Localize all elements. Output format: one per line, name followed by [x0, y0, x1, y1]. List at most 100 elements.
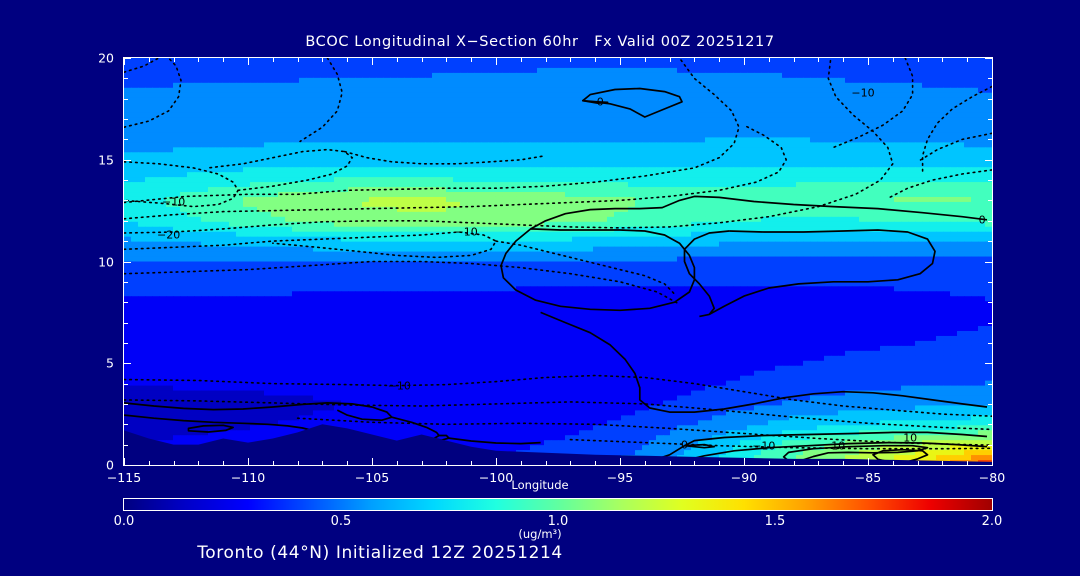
- x-tick-top: [496, 58, 497, 65]
- x-tick-top: [967, 58, 969, 62]
- y-tick-right: [988, 98, 992, 100]
- x-tick-label: −100: [478, 470, 514, 485]
- x-tick-top: [198, 58, 200, 62]
- x-tick: [421, 461, 423, 465]
- x-tick-top: [892, 58, 894, 62]
- x-tick-top: [297, 58, 299, 62]
- y-tick: [124, 383, 128, 385]
- x-tick: [372, 458, 373, 465]
- x-tick: [520, 461, 522, 465]
- colorbar-tick-label: 1.0: [547, 514, 569, 529]
- y-tick-right: [988, 200, 992, 202]
- contour-label: 0: [596, 95, 604, 109]
- x-tick-top: [644, 58, 646, 62]
- y-tick: [124, 322, 128, 324]
- x-tick-top: [396, 58, 398, 62]
- x-tick-top: [520, 58, 522, 62]
- x-tick: [843, 461, 845, 465]
- contour-label: −20: [156, 228, 181, 242]
- y-tick-right: [988, 281, 992, 283]
- y-tick-right: [988, 78, 992, 80]
- colorbar-units: (ug/m³): [518, 527, 562, 541]
- x-tick-top: [124, 58, 125, 65]
- y-tick-right: [988, 403, 992, 405]
- contour-label: −10: [454, 225, 478, 239]
- x-tick: [248, 458, 249, 465]
- y-tick: [124, 403, 128, 405]
- y-tick-label: 0: [106, 457, 114, 473]
- y-tick-right: [988, 322, 992, 324]
- x-tick: [620, 458, 621, 465]
- y-tick-right: [985, 363, 992, 365]
- x-tick-label: −110: [230, 470, 266, 485]
- x-tick-top: [744, 58, 745, 65]
- x-tick-top: [372, 58, 373, 65]
- colorbar-tick-label: 0.5: [330, 514, 352, 529]
- x-tick-top: [793, 58, 795, 62]
- x-tick: [396, 461, 398, 465]
- y-tick: [124, 363, 131, 365]
- y-tick: [124, 424, 128, 426]
- x-tick: [496, 458, 497, 465]
- cross-section-plot[interactable]: −10 −20 −10 −10 −10 −10 0 0 0 10 10: [124, 58, 992, 465]
- x-tick-label: −85: [854, 470, 882, 485]
- x-tick-top: [768, 58, 770, 62]
- x-tick-top: [173, 58, 175, 62]
- x-tick: [545, 461, 547, 465]
- x-tick-top: [570, 58, 572, 62]
- x-tick-top: [545, 58, 547, 62]
- x-tick-top: [818, 58, 820, 62]
- y-tick: [124, 281, 128, 283]
- y-tick-right: [988, 241, 992, 243]
- contour-label: 10: [831, 439, 846, 453]
- x-tick: [148, 461, 150, 465]
- x-tick: [446, 461, 448, 465]
- x-axis-label: Longitude: [511, 478, 569, 492]
- x-tick-top: [446, 58, 448, 62]
- y-tick-label: 5: [106, 355, 114, 371]
- x-tick: [892, 461, 894, 465]
- x-tick: [818, 461, 820, 465]
- x-tick: [471, 461, 473, 465]
- y-tick-right: [988, 180, 992, 182]
- x-tick-top: [942, 58, 944, 62]
- x-tick-top: [248, 58, 249, 65]
- y-tick: [124, 200, 128, 202]
- y-tick-label: 20: [98, 50, 114, 66]
- x-tick: [917, 461, 919, 465]
- x-tick-label: −90: [730, 470, 758, 485]
- x-tick: [570, 461, 572, 465]
- y-tick: [124, 444, 128, 446]
- y-tick-right: [988, 383, 992, 385]
- y-tick: [124, 180, 128, 182]
- contour-label: 0: [978, 213, 986, 227]
- y-tick-right: [988, 424, 992, 426]
- x-tick-top: [843, 58, 845, 62]
- contour-label: −10: [387, 379, 411, 393]
- y-tick: [124, 261, 131, 263]
- y-tick-right: [985, 159, 992, 161]
- contour-label: 0: [681, 438, 688, 452]
- colorbar-tick-label: 2.0: [981, 514, 1003, 529]
- x-tick: [644, 461, 646, 465]
- y-tick-right: [988, 139, 992, 141]
- x-tick-top: [322, 58, 324, 62]
- colorbar[interactable]: [124, 499, 992, 510]
- x-tick: [322, 461, 324, 465]
- x-tick-top: [595, 58, 597, 62]
- x-tick-top: [868, 58, 869, 65]
- x-tick: [124, 458, 125, 465]
- x-tick: [967, 461, 969, 465]
- figure-title: BCOC Longitudinal X−Section 60hr Fx Vali…: [305, 34, 775, 50]
- y-tick: [124, 342, 128, 344]
- x-tick: [942, 461, 944, 465]
- x-tick-top: [148, 58, 150, 62]
- x-tick-top: [471, 58, 473, 62]
- x-tick: [768, 461, 770, 465]
- x-tick: [347, 461, 349, 465]
- y-tick-label: 15: [98, 152, 114, 168]
- y-tick: [124, 220, 128, 222]
- x-tick-label: −95: [606, 470, 634, 485]
- x-tick-top: [917, 58, 919, 62]
